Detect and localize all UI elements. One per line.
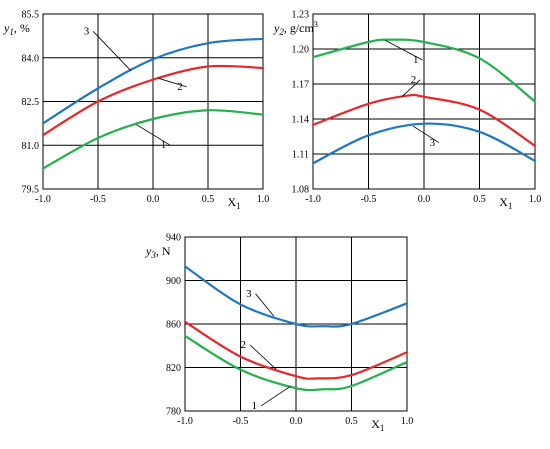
chart-y3: 780 820 860 900 940 -1.0 -0.5 0.0 0.5 1.0 3 2 1 y3, N…: [145, 233, 413, 434]
curve-label-2: 2: [177, 81, 183, 93]
series-line-3: [311, 122, 537, 165]
series-line-1: [311, 38, 537, 103]
x-tick-label: 1.0: [257, 194, 270, 205]
series-line-2: [41, 64, 265, 137]
chart-y2: 1.08 1.11 1.14 1.17 1.20 1.23 -1.0 -0.5 0.0 0.5 1.…: [273, 10, 541, 212]
y-tick-label: 1.23: [292, 10, 310, 21]
x-axis-label: X1: [371, 417, 384, 433]
y-axis-label: y1, %: [3, 21, 30, 37]
chart-y1: 79.5 81.0 82.5 84.0 85.5 -1.0 -0.5 0.0 0.5 1.0 3 2 1…: [3, 10, 269, 212]
y-tick-label: 1.20: [292, 45, 310, 56]
x-axis-label: X1: [228, 195, 241, 211]
annotation-leader: [412, 125, 440, 144]
annotation-leader: [92, 31, 132, 72]
y-tick-label: 780: [166, 407, 181, 418]
series-line-1: [41, 109, 265, 170]
y-tick-label: 82.5: [22, 97, 40, 108]
y-tick-label: 1.14: [292, 115, 310, 126]
series-line-3: [41, 37, 265, 125]
x-tick-label: -1.0: [305, 194, 321, 205]
y-tick-label: 900: [166, 276, 181, 287]
y-tick-label: 1.17: [292, 80, 310, 91]
annotation-leader: [260, 385, 291, 407]
x-axis-label: X1: [499, 195, 512, 211]
series-line-2: [183, 320, 409, 380]
annotation-leader: [136, 124, 171, 146]
x-tick-label: 1.0: [401, 416, 414, 427]
y-tick-label: 1.08: [292, 185, 310, 196]
y-axis-label: y3, N: [145, 244, 171, 260]
curve-label-1: 1: [161, 139, 167, 151]
y-tick-label: 820: [166, 363, 181, 374]
annotation-leader: [158, 77, 187, 88]
curve-label-2: 2: [411, 74, 417, 86]
x-tick-label: 0.0: [290, 416, 303, 427]
y-tick-label: 1.11: [292, 150, 309, 161]
x-tick-label: -1.0: [35, 194, 51, 205]
annotation-leader: [255, 293, 275, 317]
series-line-1: [183, 334, 409, 392]
y-axis-label: y2, g/cm3: [273, 20, 318, 37]
x-tick-label: 0.0: [418, 194, 431, 205]
annotation-leader: [401, 79, 421, 98]
series-line-2: [311, 93, 537, 147]
curve-label-3: 3: [430, 137, 436, 149]
y-tick-label: 940: [166, 233, 181, 244]
x-tick-label: -1.0: [177, 416, 193, 427]
x-tick-label: -0.5: [361, 194, 377, 205]
y-tick-label: 84.0: [22, 53, 40, 64]
curve-label-3: 3: [84, 25, 90, 37]
x-tick-label: 1.0: [529, 194, 542, 205]
curve-label-1: 1: [413, 54, 419, 66]
x-tick-label: 0.5: [345, 416, 358, 427]
x-tick-label: 0.0: [147, 194, 160, 205]
y-tick-label: 81.0: [22, 141, 40, 152]
series-line-3: [183, 265, 409, 328]
annotation-leader: [384, 39, 423, 61]
curve-label-3: 3: [246, 288, 252, 300]
x-tick-label: -0.5: [233, 416, 249, 427]
y-tick-label: 85.5: [22, 10, 40, 21]
x-tick-label: 0.5: [473, 194, 486, 205]
x-tick-label: -0.5: [90, 194, 106, 205]
y-tick-label: 860: [166, 320, 181, 331]
curve-label-2: 2: [241, 339, 247, 351]
x-tick-label: 0.5: [202, 194, 215, 205]
annotation-leader: [249, 344, 277, 370]
curve-label-1: 1: [252, 400, 258, 412]
y-tick-label: 79.5: [22, 185, 40, 196]
